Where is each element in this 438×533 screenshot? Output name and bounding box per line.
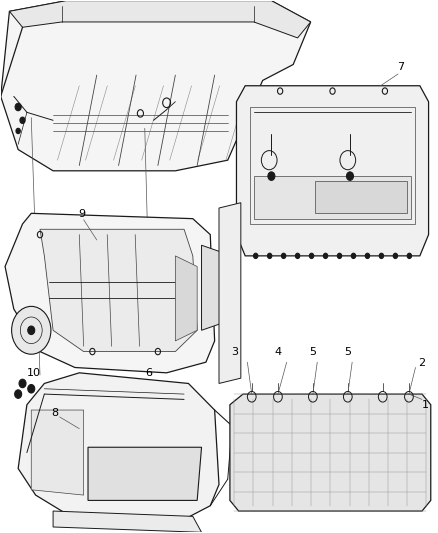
Circle shape <box>337 253 342 259</box>
Circle shape <box>323 253 328 259</box>
Text: 1: 1 <box>422 400 429 410</box>
Text: 9: 9 <box>78 208 85 219</box>
Circle shape <box>28 326 35 335</box>
Polygon shape <box>230 394 431 511</box>
Circle shape <box>295 253 300 259</box>
Circle shape <box>309 253 314 259</box>
Text: 2: 2 <box>418 358 426 368</box>
Polygon shape <box>315 181 407 213</box>
Polygon shape <box>175 256 197 341</box>
Text: 10: 10 <box>26 368 40 378</box>
Polygon shape <box>237 86 428 256</box>
Polygon shape <box>18 373 219 522</box>
Circle shape <box>268 172 275 180</box>
Circle shape <box>282 253 286 259</box>
Circle shape <box>19 379 26 387</box>
Circle shape <box>12 306 51 354</box>
Circle shape <box>28 384 35 393</box>
Circle shape <box>20 117 25 124</box>
Circle shape <box>407 253 412 259</box>
Polygon shape <box>40 229 197 352</box>
Text: 5: 5 <box>309 347 316 357</box>
Circle shape <box>393 253 398 259</box>
Circle shape <box>15 103 21 111</box>
Polygon shape <box>10 1 311 38</box>
Circle shape <box>379 253 384 259</box>
Polygon shape <box>254 176 411 219</box>
Circle shape <box>351 253 356 259</box>
Text: 8: 8 <box>52 408 59 418</box>
Circle shape <box>346 172 353 180</box>
Circle shape <box>16 128 20 134</box>
Polygon shape <box>53 511 201 532</box>
Polygon shape <box>31 410 84 495</box>
Text: 5: 5 <box>344 347 351 357</box>
Text: 4: 4 <box>274 347 282 357</box>
Circle shape <box>268 253 272 259</box>
Circle shape <box>365 253 370 259</box>
Circle shape <box>14 390 21 398</box>
Polygon shape <box>5 213 215 373</box>
Polygon shape <box>219 203 241 383</box>
Polygon shape <box>1 1 311 171</box>
Circle shape <box>254 253 258 259</box>
Text: 6: 6 <box>146 368 152 378</box>
Text: 3: 3 <box>231 347 238 357</box>
Text: 7: 7 <box>397 62 404 72</box>
Polygon shape <box>88 447 201 500</box>
Polygon shape <box>201 245 232 330</box>
